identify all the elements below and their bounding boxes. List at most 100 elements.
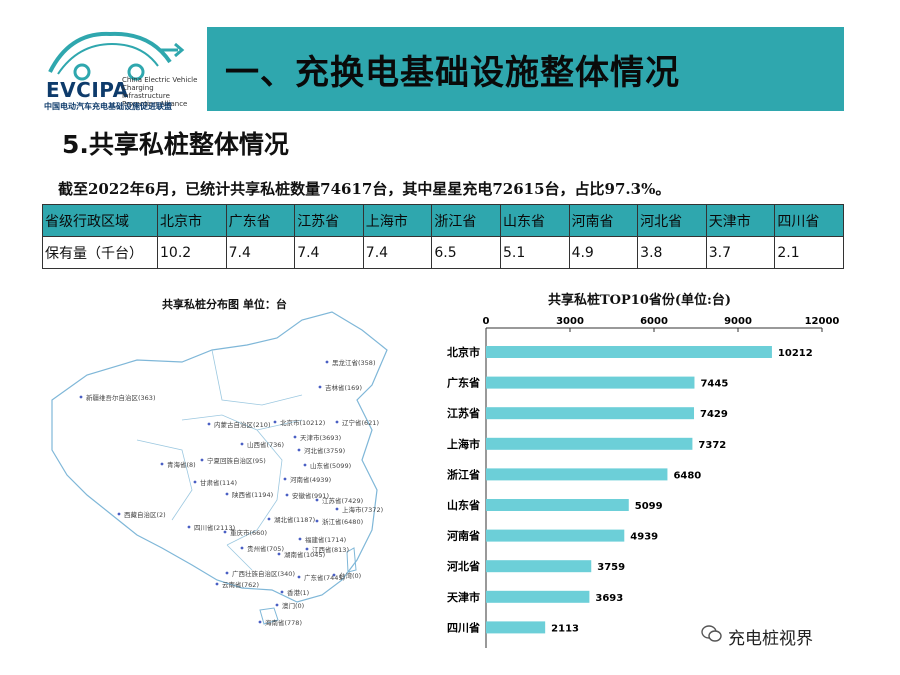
taiwan-island (346, 547, 357, 573)
table-cell: 5.1 (499, 236, 570, 269)
bar (486, 437, 693, 450)
map-province-label: 吉林省(169) (325, 383, 362, 392)
bar (486, 376, 695, 389)
page-title: 一、充换电基础设施整体情况 (225, 53, 680, 93)
map-province-label: 江苏省(7429) (322, 496, 363, 505)
evcipa-logo-icon (48, 31, 185, 81)
header-bar: 一、充换电基础设施整体情况 (207, 27, 844, 111)
y-category-label: 广东省 (447, 376, 480, 390)
x-tick-label: 3000 (556, 316, 584, 327)
bar (486, 590, 590, 603)
table-row-label: 保有量（千台） (42, 236, 158, 269)
map-marker (315, 519, 319, 523)
map-province-label: 广东省(7445) (304, 573, 345, 582)
map-marker (160, 462, 164, 466)
map-province-label: 甘肃省(114) (200, 478, 237, 487)
map-province-label: 福建省(1714) (305, 535, 346, 544)
map-province-label: 江西省(813) (312, 545, 349, 554)
map-marker (285, 493, 289, 497)
map-province-label: 山西省(736) (247, 440, 284, 449)
map-marker (117, 512, 121, 516)
map-marker (187, 525, 191, 529)
logo-chinese-name: 中国电动汽车充电基础设施促进联盟 (44, 102, 172, 111)
chart-title: 共享私桩TOP10省份(单位:台) (548, 293, 731, 308)
china-outline (51, 311, 388, 603)
y-category-label: 浙江省 (447, 467, 480, 481)
map-province-label: 宁夏回族自治区(95) (207, 456, 266, 465)
table-cell: 2.1 (774, 236, 844, 269)
map-province-label: 山东省(5099) (310, 461, 351, 470)
map-marker (275, 603, 279, 607)
table-cell: 7.4 (362, 236, 433, 269)
map-province-label: 上海市(7372) (342, 505, 383, 514)
map-marker (277, 552, 281, 556)
map-province-label: 香港(1) (287, 588, 309, 597)
table-header-cell: 四川省 (774, 204, 844, 237)
map-marker (193, 480, 197, 484)
map-marker (225, 571, 229, 575)
map-marker (325, 360, 329, 364)
map-marker (298, 537, 302, 541)
bar (486, 407, 695, 420)
map-province-label: 安徽省(991) (292, 491, 329, 500)
map-marker (280, 590, 284, 594)
map-province-label: 河北省(3759) (304, 446, 345, 455)
y-category-label: 江苏省 (447, 406, 480, 420)
map-province-label: 浙江省(6480) (322, 517, 363, 526)
table-cell: 3.8 (637, 236, 707, 269)
map-marker (335, 507, 339, 511)
table-cell: 3.7 (705, 236, 776, 269)
table-header-cell: 上海市 (362, 204, 433, 237)
map-province-label: 湖南省(1045) (284, 550, 325, 559)
x-tick-label: 9000 (724, 316, 752, 327)
map-province-label: 海南省(778) (265, 618, 302, 627)
y-category-label: 上海市 (447, 437, 480, 451)
wechat-icon (701, 625, 722, 642)
summary-text: 截至2022年6月，已统计共享私桩数量74617台，其中星星充电72615台，占… (58, 180, 671, 198)
table-header-cell: 江苏省 (294, 204, 364, 237)
map-province-label: 西藏自治区(2) (124, 510, 166, 519)
table-row: 保有量（千台） 10.2 7.4 7.4 7.4 6.5 5.1 4.9 3.8… (42, 236, 844, 269)
bar-value-label: 4939 (630, 532, 658, 543)
map-title: 共享私桩分布图 单位：台 (162, 298, 287, 311)
bar (486, 621, 546, 634)
map-province-label: 广西壮族自治区(340) (232, 569, 295, 578)
map-labels: 黑龙江省(358) 吉林省(169) 新疆维吾尔自治区(363) 内蒙古自治区(210… (79, 358, 383, 627)
hainan-island (259, 607, 279, 625)
map-marker (225, 492, 229, 496)
map-marker (293, 435, 297, 439)
logo-subtitle: China Electric Vehicle Charging Infrastr… (122, 76, 198, 108)
watermark: 充电桩视界 (728, 629, 813, 649)
map-province-label: 四川省(2113) (194, 523, 235, 532)
y-category-label: 天津市 (447, 590, 480, 604)
bar-value-label: 7429 (700, 409, 728, 420)
map-marker (223, 530, 227, 534)
bar (486, 499, 629, 511)
table-header-cell: 广东省 (225, 204, 296, 237)
bar (486, 346, 772, 358)
bar-value-label: 7372 (698, 440, 726, 451)
table-header-cell: 山东省 (499, 204, 570, 237)
map-province-label: 贵州省(705) (247, 544, 284, 553)
bar-value-label: 3759 (597, 562, 625, 573)
table-header-cell: 天津市 (705, 204, 776, 237)
map-province-label: 内蒙古自治区(210) (214, 420, 270, 429)
map-marker (200, 458, 204, 462)
bar (486, 468, 668, 481)
table-header-row: 省级行政区域 北京市 广东省 江苏省 上海市 浙江省 山东省 河南省 河北省 天… (42, 204, 844, 237)
map-province-label: 澳门(0) (282, 601, 304, 610)
map-marker (273, 420, 277, 424)
map-province-label: 陕西省(1194) (232, 490, 273, 499)
y-category-label: 北京市 (447, 345, 480, 359)
logo-name: EVCIPA (46, 78, 129, 102)
section-title: 5.共享私桩整体情况 (62, 130, 289, 159)
table-cell: 4.9 (568, 236, 639, 269)
table-header-cell: 河南省 (568, 204, 639, 237)
x-tick-label: 12000 (805, 316, 840, 327)
map-province-label: 辽宁省(621) (342, 418, 379, 427)
x-tick-label: 6000 (640, 316, 668, 327)
map-marker (303, 463, 307, 467)
x-tick-label: 0 (483, 316, 490, 327)
map-province-label: 重庆市(660) (230, 528, 267, 537)
map-province-label: 北京市(10212) (280, 418, 325, 427)
